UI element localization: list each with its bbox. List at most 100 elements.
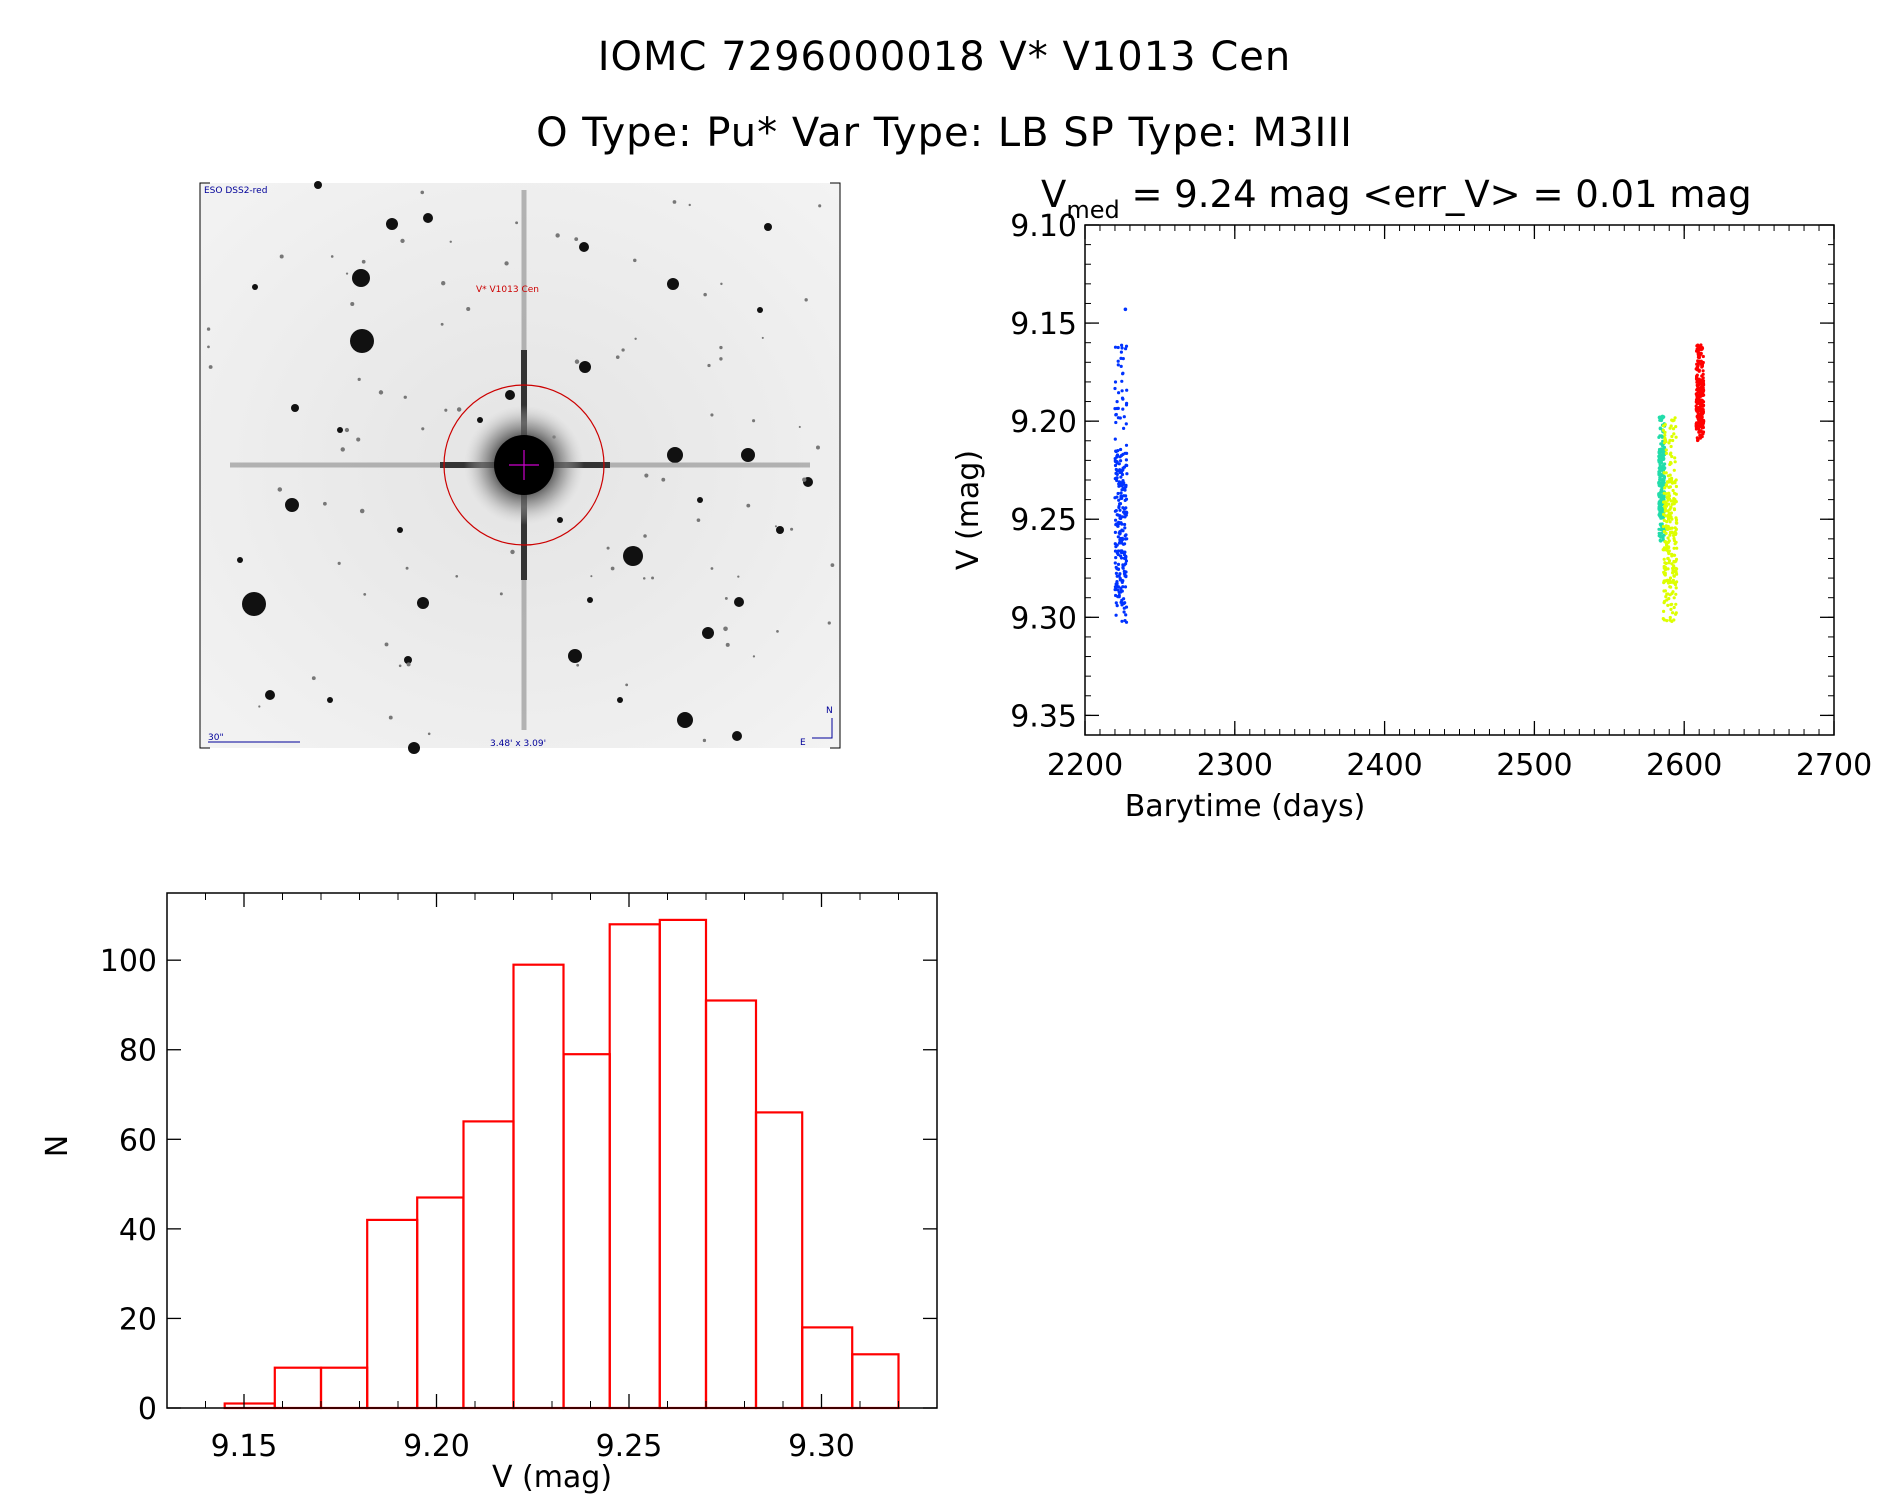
finder-star (579, 242, 589, 252)
light-curve-point (1696, 343, 1700, 347)
finder-faint-star (421, 427, 425, 431)
finder-compass (812, 718, 833, 739)
finder-faint-star (644, 473, 649, 478)
light-curve-point (1667, 441, 1671, 445)
light-curve-point (1697, 401, 1701, 405)
chart-title-line1: IOMC 7296000018 V* V1013 Cen (597, 34, 1292, 80)
light-curve-point (1664, 579, 1668, 583)
finder-faint-star (361, 259, 366, 264)
light-curve-point (1672, 468, 1676, 472)
light-curve-point (1119, 556, 1124, 560)
light-curve-point (1670, 418, 1674, 422)
light-curve-point (1662, 557, 1666, 561)
light-curve-point (1119, 586, 1123, 590)
finder-faint-star (466, 306, 471, 312)
light-curve-point (1662, 609, 1666, 614)
light-curve-title-subscript: med (1066, 196, 1119, 224)
finder-faint-star (403, 395, 407, 399)
light-curve-y-tick-label: 9.10 (1010, 209, 1077, 244)
finder-star (423, 213, 433, 223)
light-curve-point (1674, 602, 1678, 606)
light-curve-point (1670, 591, 1674, 596)
finder-faint-star (279, 254, 284, 259)
finder-faint-star (345, 272, 349, 275)
finder-faint-star (456, 407, 462, 412)
histogram-bar (801, 1326, 854, 1410)
light-curve-point (1665, 520, 1669, 524)
finder-star (477, 417, 483, 423)
light-curve-point (1674, 478, 1678, 482)
light-curve-point (1665, 496, 1670, 500)
finder-star (314, 181, 322, 189)
histogram-y-tick-label: 60 (119, 1123, 157, 1158)
finder-faint-star (615, 355, 620, 359)
finder-faint-star (703, 292, 707, 297)
finder-faint-star (576, 663, 580, 667)
light-curve-point (1657, 447, 1662, 452)
light-curve-point (1670, 454, 1674, 459)
light-curve-point (1113, 345, 1118, 349)
finder-star (557, 517, 563, 523)
light-curve-point (1658, 522, 1662, 526)
light-curve-point (1121, 357, 1125, 361)
light-curve-point (1125, 388, 1129, 392)
light-curve-point (1124, 463, 1128, 467)
light-curve-point (1698, 423, 1702, 427)
light-curve-point (1700, 430, 1704, 434)
light-curve-point (1700, 346, 1704, 350)
histogram-bar (704, 999, 758, 1410)
finder-star (352, 269, 370, 287)
light-curve-point (1663, 423, 1667, 427)
light-curve-point (1667, 502, 1671, 506)
light-curve-point (1701, 354, 1705, 359)
light-curve-point (1662, 512, 1666, 517)
finder-faint-star (590, 575, 593, 578)
light-curve-panel: Vmed = 9.24 mag <err_V> = 0.01 mag 2200 2… (951, 173, 1872, 824)
light-curve-point (1697, 427, 1701, 431)
finder-faint-star (688, 203, 691, 207)
light-curve-point (1663, 433, 1667, 437)
light-curve-point (1658, 426, 1662, 430)
light-curve-point (1669, 444, 1673, 449)
finder-faint-star (710, 567, 714, 570)
light-curve-point (1114, 601, 1118, 605)
light-curve-point (1668, 485, 1672, 489)
light-curve-point (1124, 443, 1129, 447)
light-curve-point (1674, 425, 1678, 429)
finder-star (285, 498, 299, 512)
light-curve-point (1667, 491, 1671, 495)
light-curve-point (1660, 484, 1664, 488)
finder-faint-star (723, 626, 728, 632)
light-curve-axes: 2200 2300 2400 2500 2600 2700 9.10 9.15 9.20 9.25… (1010, 209, 1872, 783)
histogram-x-tick-label: 9.25 (596, 1429, 663, 1464)
finder-faint-star (499, 592, 503, 596)
finder-faint-star (350, 301, 355, 306)
finder-fov-label: 3.48' x 3.09' (490, 739, 546, 749)
light-curve-point (1663, 568, 1667, 572)
light-curve-point (1700, 361, 1704, 365)
finder-faint-star (774, 525, 777, 528)
finder-star (417, 597, 429, 609)
light-curve-point (1663, 438, 1667, 442)
light-curve-point (1695, 368, 1699, 372)
light-curve-point (1122, 550, 1126, 554)
light-curve-point (1660, 435, 1664, 439)
light-curve-point (1120, 346, 1124, 350)
light-curve-point (1120, 603, 1124, 607)
finder-faint-star (207, 345, 210, 349)
light-curve-point (1661, 455, 1665, 459)
light-curve-point (1123, 307, 1128, 312)
finder-faint-star (344, 427, 350, 433)
light-curve-ylabel: V (mag) (951, 450, 986, 570)
light-curve-point (1119, 459, 1123, 463)
light-curve-point (1116, 553, 1120, 557)
light-curve-point (1123, 585, 1128, 589)
light-curve-point (1114, 449, 1118, 453)
finder-faint-star (311, 676, 316, 681)
finder-star (337, 427, 343, 433)
light-curve-point (1117, 595, 1121, 599)
finder-faint-star (356, 437, 361, 442)
light-curve-point (1665, 619, 1669, 623)
finder-star (579, 361, 591, 373)
light-curve-point (1113, 463, 1118, 468)
